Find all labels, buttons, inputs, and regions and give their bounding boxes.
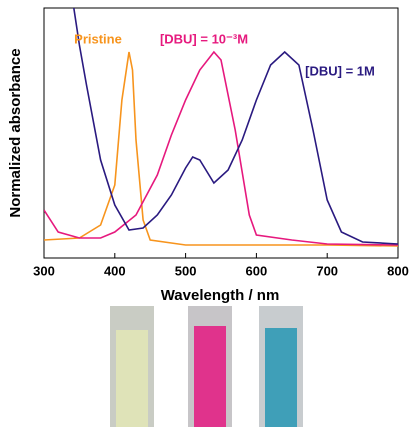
line — [44, 50, 398, 246]
cuvettes — [110, 306, 303, 427]
x-tick-label: 400 — [104, 263, 126, 278]
series-label: [DBU] = 10⁻³M — [160, 31, 248, 46]
cuvette-magenta — [194, 326, 226, 427]
x-tick-label: 600 — [246, 263, 268, 278]
series-label: Pristine — [74, 31, 122, 46]
series-label: [DBU] = 1M — [305, 63, 375, 78]
cuvette-blue — [265, 328, 297, 427]
line — [73, 8, 398, 245]
y-axis-label: Normalized absorbance — [7, 48, 24, 217]
x-tick-label: 500 — [175, 263, 197, 278]
x-tick-label: 800 — [387, 263, 409, 278]
x-tick-label: 300 — [33, 263, 55, 278]
line — [44, 51, 398, 247]
cuvette-pristine — [116, 330, 148, 427]
plot-frame — [43, 7, 399, 259]
plot-lines — [44, 8, 398, 247]
x-tick-label: 700 — [316, 263, 338, 278]
x-axis-label: Wavelength / nm — [161, 287, 280, 304]
